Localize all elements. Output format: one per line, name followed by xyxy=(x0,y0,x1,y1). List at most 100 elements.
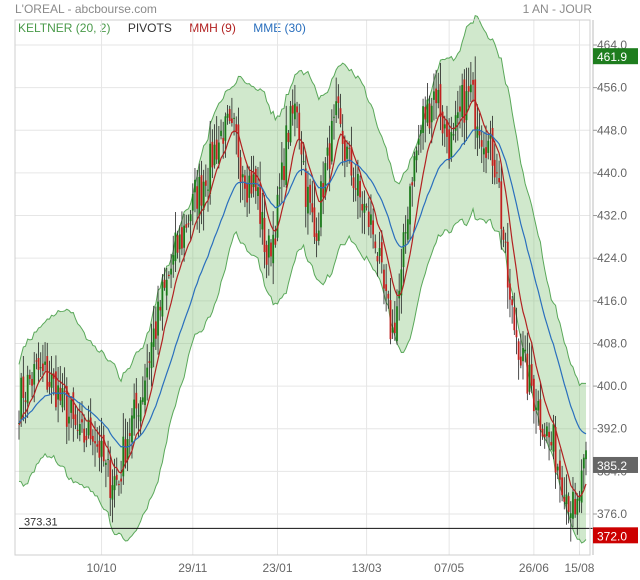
candle-body xyxy=(63,390,66,393)
candle xyxy=(46,342,49,393)
candles xyxy=(18,56,587,542)
candle-body xyxy=(543,434,546,438)
candle xyxy=(48,360,51,395)
candle xyxy=(396,289,398,345)
candle-body xyxy=(24,400,27,402)
candle-body xyxy=(141,397,144,402)
candle-body xyxy=(104,462,107,465)
legend-keltner[interactable]: KELTNER (20, 2) xyxy=(18,21,111,35)
candle xyxy=(415,146,418,173)
candle xyxy=(252,155,255,198)
candle xyxy=(532,374,535,424)
candle-body xyxy=(115,474,118,480)
candle xyxy=(91,429,94,456)
candle xyxy=(191,183,194,226)
candle-body xyxy=(419,130,422,134)
candle-body xyxy=(146,367,149,378)
candle xyxy=(272,211,275,285)
legend-mme[interactable]: MME (30) xyxy=(253,21,306,35)
candle xyxy=(161,274,164,331)
candle-body xyxy=(78,424,81,436)
candle xyxy=(517,338,520,380)
candle-body xyxy=(576,498,579,515)
candle-body xyxy=(356,174,359,196)
period-label[interactable]: 1 AN - JOUR xyxy=(522,2,592,16)
candle-body xyxy=(333,116,335,118)
candle xyxy=(563,477,566,510)
candle-body xyxy=(385,284,388,291)
candle xyxy=(363,190,366,235)
candle-body xyxy=(415,150,418,161)
candle-body xyxy=(137,415,140,417)
candle-body xyxy=(298,112,301,139)
candle-body xyxy=(131,415,133,443)
candle-body xyxy=(228,109,231,122)
price-tag-label: 461.9 xyxy=(597,50,627,64)
candle-body xyxy=(446,120,448,137)
candle-body xyxy=(122,436,125,477)
candle xyxy=(124,418,127,469)
candle-body xyxy=(220,130,222,137)
candle-body xyxy=(396,306,398,341)
candle xyxy=(165,267,168,311)
candle xyxy=(170,253,172,289)
candle-body xyxy=(48,381,51,387)
x-tick-label: 13/03 xyxy=(352,561,382,575)
candle-body xyxy=(476,126,479,138)
candle-body xyxy=(159,306,162,311)
candle-body xyxy=(20,377,23,421)
candle xyxy=(417,124,420,156)
candle xyxy=(152,305,155,368)
candle-body xyxy=(315,233,318,241)
candle-body xyxy=(165,279,168,296)
candle-body xyxy=(55,371,57,408)
candle-body xyxy=(474,79,477,131)
candle-body xyxy=(89,417,92,440)
candle-body xyxy=(98,440,101,458)
candle-body xyxy=(265,244,268,265)
candle xyxy=(289,101,292,146)
candle xyxy=(109,446,112,517)
candle xyxy=(504,232,507,253)
candle-body xyxy=(489,133,492,139)
candle-body xyxy=(276,194,279,238)
candle xyxy=(539,381,542,447)
candle-body xyxy=(154,321,157,339)
candle xyxy=(393,300,396,341)
candle xyxy=(509,268,511,318)
candle xyxy=(452,122,455,141)
legend-mmh[interactable]: MMH (9) xyxy=(189,21,236,35)
candle-body xyxy=(528,364,531,392)
candle-body xyxy=(113,476,116,491)
y-tick-label: 448.0 xyxy=(597,123,627,137)
legend-pivots[interactable]: PIVOTS xyxy=(127,21,172,35)
candle-body xyxy=(139,400,142,422)
candle-body xyxy=(230,118,233,124)
candle-body xyxy=(272,234,275,264)
candle xyxy=(283,148,285,188)
candle-body xyxy=(222,137,225,144)
candle xyxy=(81,401,83,433)
candle-body xyxy=(248,175,251,198)
candle xyxy=(222,121,225,159)
candle-body xyxy=(467,86,470,92)
candle-body xyxy=(322,183,325,198)
candle-body xyxy=(326,147,329,156)
price-tag-label: 385.2 xyxy=(597,459,627,473)
candle-body xyxy=(313,207,316,237)
candle xyxy=(111,469,114,523)
candle xyxy=(339,93,342,128)
candle-body xyxy=(291,105,294,114)
candle-body xyxy=(406,219,409,240)
y-tick-label: 408.0 xyxy=(597,336,627,350)
candle-body xyxy=(433,91,435,100)
candle-body xyxy=(135,392,138,409)
y-tick-label: 392.0 xyxy=(597,422,627,436)
candle-body xyxy=(172,255,175,265)
candle xyxy=(354,164,357,202)
candle-body xyxy=(502,229,505,240)
candle-body xyxy=(563,496,566,502)
candle-body xyxy=(559,460,561,480)
candle-body xyxy=(480,140,483,147)
candle xyxy=(104,459,107,488)
